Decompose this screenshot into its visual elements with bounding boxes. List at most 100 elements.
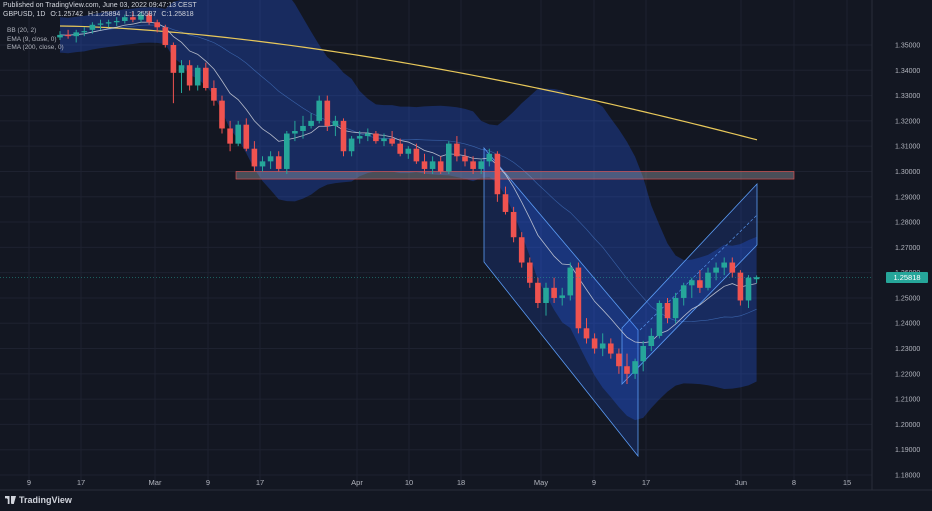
candle-body [729, 262, 736, 273]
indicator-legend: BB (20, 2) EMA (9, close, 0) EMA (200, c… [7, 27, 64, 53]
candle [235, 120, 241, 147]
candle-body [616, 353, 622, 367]
candle-body [413, 148, 420, 162]
time-tick-label: 9 [206, 478, 210, 487]
candle [737, 270, 744, 306]
candle-body [470, 161, 476, 169]
candle-body [170, 45, 177, 73]
candle-body [292, 131, 298, 134]
candle-body [737, 272, 744, 301]
candle [170, 42, 177, 104]
symbol-label: GBPUSD, 1D [3, 11, 46, 18]
candle-body [227, 128, 233, 144]
candle [632, 358, 638, 379]
candle [656, 300, 663, 339]
candle [543, 282, 549, 316]
candle-body [316, 100, 322, 121]
candle [65, 29, 71, 39]
candle-body [57, 34, 63, 38]
candle-body [656, 303, 663, 336]
candle-body [73, 32, 79, 37]
time-tick-label: 15 [843, 478, 851, 487]
candle [259, 156, 266, 172]
candle-body [624, 366, 630, 374]
candle-body [559, 295, 565, 298]
candle [332, 115, 339, 137]
candle [745, 275, 752, 309]
candle [567, 262, 574, 301]
candle [405, 146, 412, 159]
price-tick-label: 1.33000 [895, 93, 920, 100]
price-tick-label: 1.31000 [895, 144, 920, 151]
candle [559, 287, 565, 306]
tradingview-logo[interactable]: TradingView [5, 495, 72, 505]
candle-body [251, 148, 258, 167]
candle-body [332, 120, 339, 126]
candle-body [146, 14, 152, 23]
price-tick-label: 1.30000 [895, 169, 920, 176]
candle-body [462, 156, 468, 162]
candle-body [65, 34, 71, 37]
candle [348, 136, 355, 157]
candle-body [697, 280, 703, 288]
candle [470, 156, 476, 174]
candle [429, 156, 436, 174]
candle [227, 120, 233, 152]
candle [527, 257, 533, 288]
candle [494, 151, 501, 202]
legend-bb[interactable]: BB (20, 2) [7, 27, 37, 34]
candle-body [551, 287, 557, 298]
candle [324, 95, 331, 131]
legend-ema200[interactable]: EMA (200, close, 0) [7, 44, 64, 52]
candle [713, 262, 719, 281]
candle [454, 136, 460, 162]
open-value: O:1.25742 [50, 11, 84, 18]
candle [203, 62, 209, 91]
price-tick-label: 1.24000 [895, 321, 920, 328]
ema9-line [59, 21, 757, 344]
time-tick-label: 17 [77, 478, 85, 487]
support-zone-box [235, 171, 795, 180]
time-tick-label: 9 [592, 478, 596, 487]
candle-body [753, 277, 760, 280]
candle-body [535, 282, 541, 303]
candle [292, 120, 298, 142]
time-tick-label: 18 [457, 478, 465, 487]
candle [105, 19, 112, 28]
candle-body [186, 65, 193, 86]
candle [154, 19, 160, 33]
candle [680, 282, 687, 306]
price-tick-label: 1.25000 [895, 295, 920, 302]
candle-body [705, 272, 711, 288]
candle [672, 292, 679, 324]
candle-body [478, 161, 484, 169]
legend-ema9[interactable]: EMA (9, close, 0) [7, 35, 57, 43]
candle [437, 156, 444, 174]
candle-body [543, 287, 549, 303]
published-caption: Published on TradingView.com, June 03, 2… [3, 2, 197, 9]
tradingview-icon [5, 496, 16, 504]
candle-body [502, 194, 509, 212]
candle-body [599, 343, 606, 349]
ohlc-readout: GBPUSD, 1D O:1.25742 H:1.25894 L:1.25587… [3, 11, 197, 18]
candle-body [259, 161, 266, 167]
candle-body [138, 14, 144, 20]
price-tick-label: 1.32000 [895, 118, 920, 125]
candle [251, 141, 258, 172]
candle [721, 257, 727, 276]
candle-body [689, 280, 695, 286]
candle-body [300, 125, 306, 131]
candle [502, 186, 509, 215]
candle-body [89, 24, 96, 30]
bollinger-band-fill [60, 0, 757, 421]
candle-body [284, 133, 290, 169]
candle [97, 19, 104, 30]
candle [162, 24, 169, 48]
candle [275, 151, 282, 172]
candle-body [591, 338, 598, 349]
candlesticks [57, 10, 760, 384]
candle [381, 133, 387, 147]
candle [462, 148, 468, 167]
candle [575, 262, 582, 334]
